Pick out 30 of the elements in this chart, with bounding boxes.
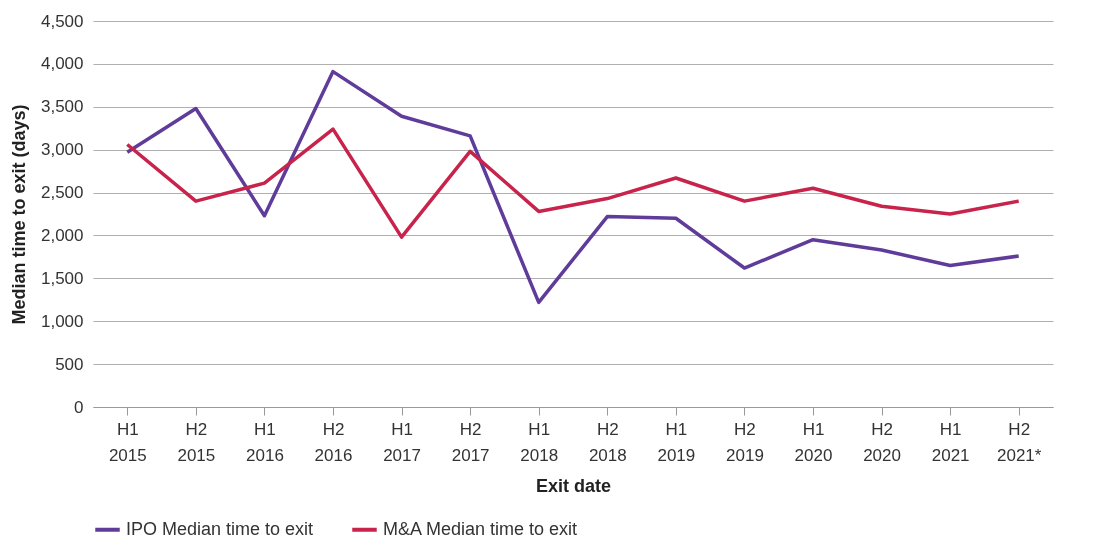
y-tick-label: 1,500 xyxy=(40,268,84,288)
y-tick-label: 3,500 xyxy=(40,97,84,117)
y-tick-label: 4,000 xyxy=(40,54,84,74)
y-tick-label: 1,000 xyxy=(40,311,84,331)
x-tick-label: H2 2019 xyxy=(726,419,764,465)
x-tick-label: H1 2017 xyxy=(383,419,421,465)
x-tick-label: H1 2016 xyxy=(246,419,284,465)
x-tick-label: H2 2015 xyxy=(177,419,216,465)
x-tick-label: H2 2021* xyxy=(997,419,1042,465)
x-tick-label: H1 2015 xyxy=(108,419,147,465)
x-tick-label: H1 2018 xyxy=(520,419,559,465)
line-series xyxy=(125,127,1021,239)
x-tick-label: H2 2016 xyxy=(314,419,353,465)
y-tick-label: 2,500 xyxy=(40,183,84,203)
x-axis-title: Exit date xyxy=(535,475,612,496)
x-tick-label: H2 2018 xyxy=(588,419,627,465)
x-tick-label: H1 2020 xyxy=(794,419,833,465)
legend-label: IPO Median time to exit xyxy=(126,518,314,539)
legend-label: M&A Median time to exit xyxy=(383,518,578,539)
y-tick-label: 3,000 xyxy=(40,140,84,160)
y-tick-label: 0 xyxy=(74,397,84,417)
line-series xyxy=(125,69,1021,305)
y-axis-title: Median time to exit (days) xyxy=(8,104,29,325)
x-tick-label: H2 2017 xyxy=(451,419,490,465)
x-tick-label: H1 2019 xyxy=(657,419,696,465)
y-tick-label: 2,000 xyxy=(40,225,84,245)
x-tick-label: H2 2020 xyxy=(863,419,901,465)
y-tick-label: 500 xyxy=(55,354,84,374)
y-tick-label: 4,500 xyxy=(40,11,84,31)
x-tick-label: H1 2021 xyxy=(931,419,970,465)
